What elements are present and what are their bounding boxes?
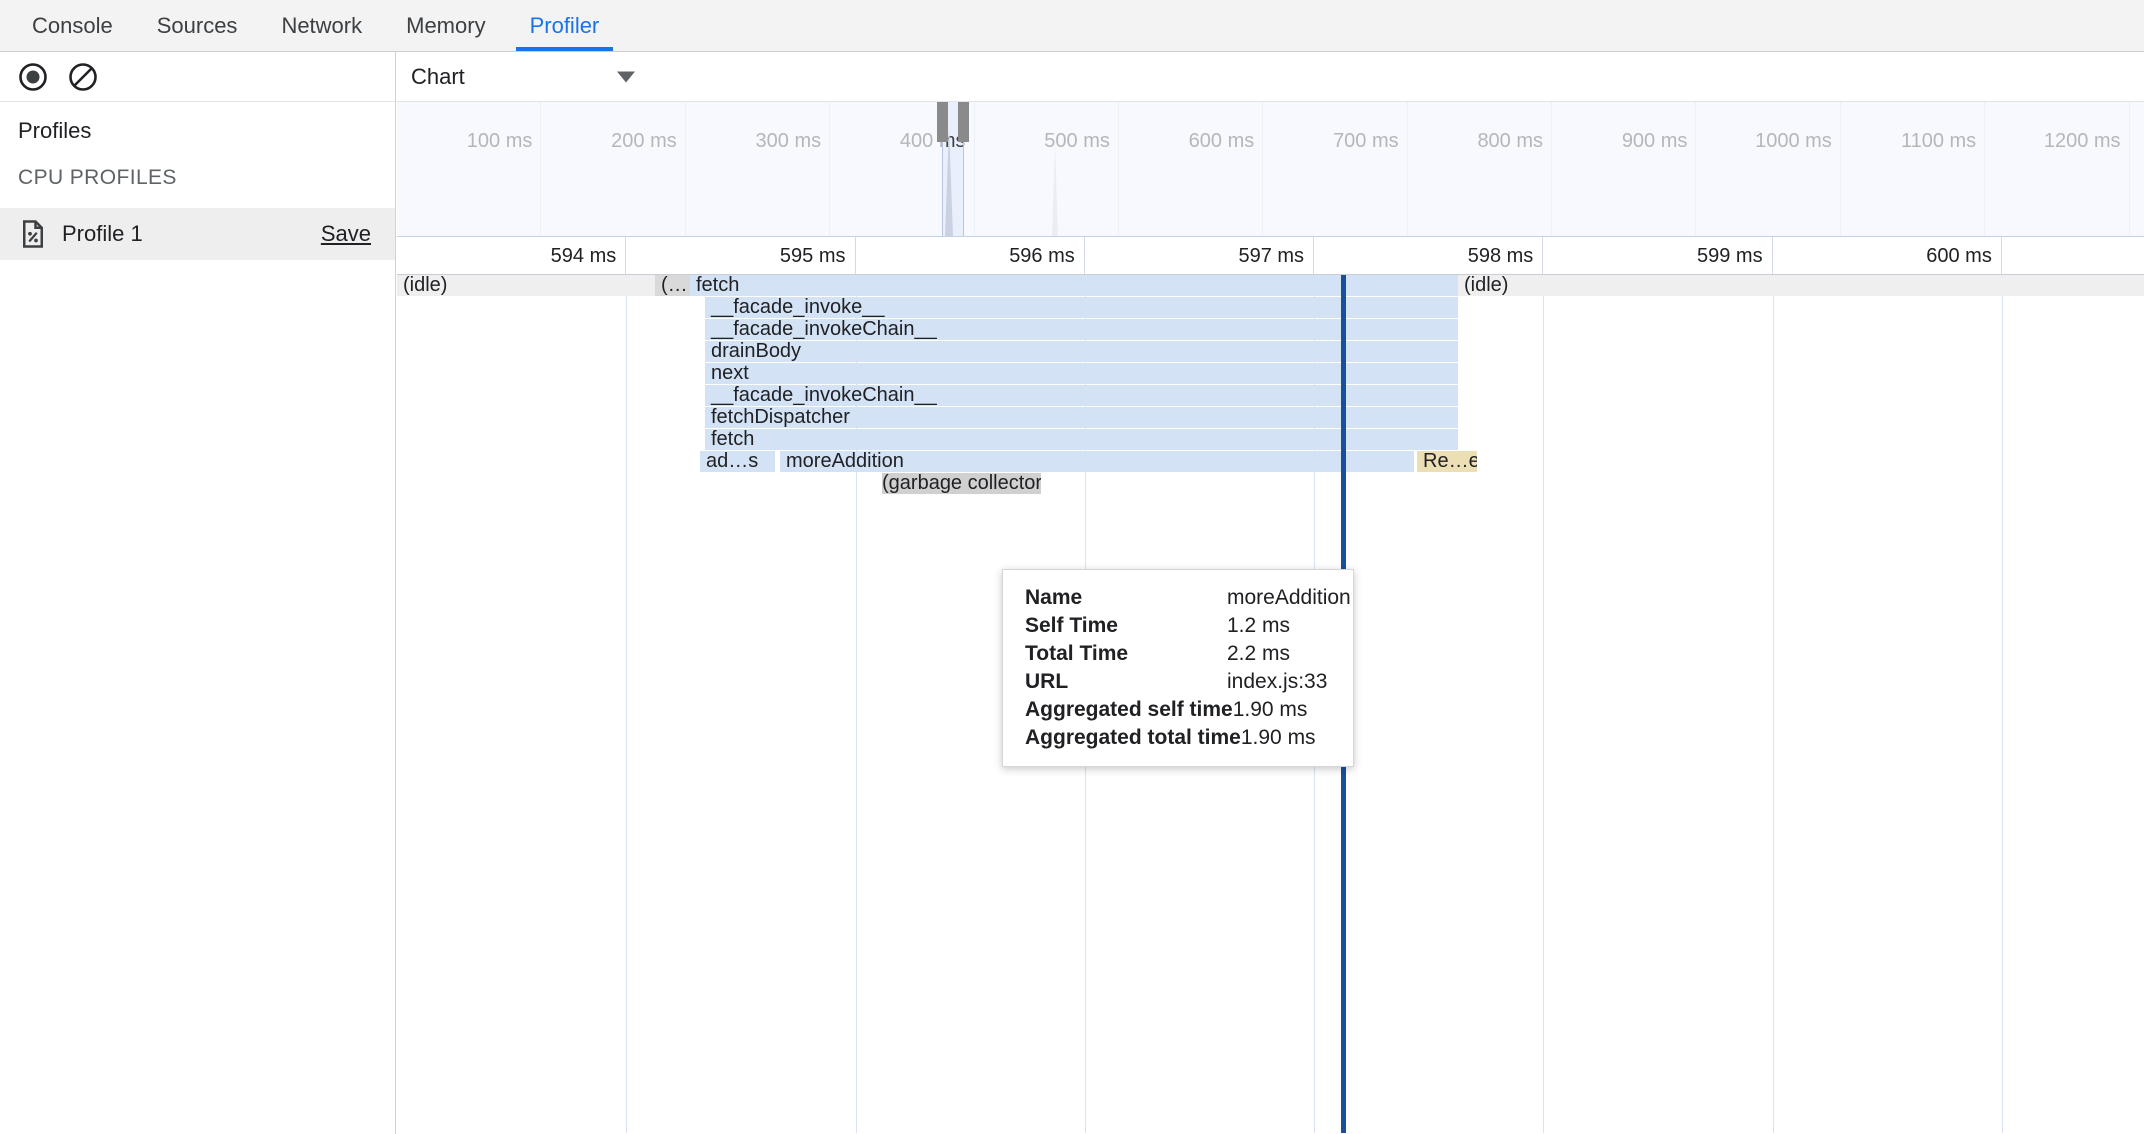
overview-unselected-region <box>963 102 2144 236</box>
tab-label: Console <box>32 12 113 38</box>
tab-console[interactable]: Console <box>10 0 135 51</box>
flame-bar[interactable]: next <box>705 363 1458 384</box>
flame-grid-line <box>1772 275 1774 1133</box>
tooltip-key: Aggregated total time <box>1025 726 1241 749</box>
tooltip-key: Aggregated self time <box>1025 698 1233 721</box>
flame-grid-line <box>855 275 857 1133</box>
flame-bar[interactable]: Re…e <box>1417 451 1477 472</box>
overview-cpu-spike <box>945 126 953 236</box>
frame-tooltip: Name moreAddition Self Time 1.2 ms Total Tim… <box>1002 569 1354 767</box>
flame-chart[interactable]: (idle) (… fetch (idle) __facade_invoke__ __fa… <box>397 275 2144 1133</box>
tab-profiler[interactable]: Profiler <box>508 0 622 51</box>
overview-unselected-region <box>397 102 942 236</box>
flame-bar[interactable]: __facade_invokeChain__ <box>705 319 1458 340</box>
sidebar-title: Profiles <box>18 118 92 143</box>
flame-bar[interactable]: fetch <box>690 275 1458 296</box>
flame-bar[interactable]: ad…s <box>700 451 775 472</box>
profiles-sidebar: Profiles CPU PROFILES Profile 1 Save <box>0 52 396 1134</box>
ruler-tick: 597 ms <box>397 237 1315 274</box>
tooltip-key: Name <box>1025 586 1083 609</box>
tab-label: Sources <box>156 12 238 38</box>
ruler-tick: 598 ms <box>397 237 1544 274</box>
flame-bar[interactable]: (garbage collector) <box>882 473 1041 494</box>
overview-left-handle[interactable] <box>937 102 948 142</box>
overview-right-handle[interactable] <box>958 102 969 142</box>
save-profile-link[interactable]: Save <box>320 221 371 246</box>
ruler-tick: 601 ms <box>397 237 2144 274</box>
tooltip-key: Self Time <box>1025 614 1118 637</box>
profile-list-item[interactable]: Profile 1 Save <box>0 208 395 260</box>
overview-window-edge <box>963 102 964 236</box>
tooltip-row: Aggregated self time 1.90 ms <box>1025 698 1335 722</box>
tab-sources[interactable]: Sources <box>135 0 260 51</box>
flame-bar[interactable]: (idle) <box>397 275 655 296</box>
profile-name: Profile 1 <box>62 221 143 246</box>
ruler-tick-label: 599 ms <box>1696 245 1763 267</box>
profile-file-icon <box>18 219 48 249</box>
overview-window-edge <box>942 102 943 236</box>
tooltip-key: URL <box>1025 670 1069 693</box>
tooltip-value: moreAddition <box>1227 586 1351 609</box>
flame-bar[interactable]: __facade_invokeChain__ <box>705 385 1458 406</box>
ruler-tick: 596 ms <box>397 237 1085 274</box>
tooltip-row: Aggregated total time 1.90 ms <box>1025 726 1335 750</box>
ruler-tick: 595 ms <box>397 237 856 274</box>
ruler-tick: 600 ms <box>397 237 2002 274</box>
flame-bar[interactable]: fetch <box>705 429 1458 450</box>
tooltip-value: 1.90 ms <box>1240 726 1316 749</box>
ruler-tick-label: 596 ms <box>1009 245 1075 267</box>
tab-label: Network <box>281 12 363 38</box>
ruler-tick-label: 597 ms <box>1238 245 1305 267</box>
tooltip-value: index.js:33 <box>1227 670 1328 693</box>
flame-bar[interactable]: (idle) <box>1458 275 2144 296</box>
flame-grid-line <box>2001 275 2003 1133</box>
sidebar-toolbar <box>0 52 395 102</box>
tooltip-value: 1.2 ms <box>1227 614 1291 637</box>
ruler-tick-label: 594 ms <box>550 245 617 267</box>
view-toolbar: Chart <box>397 52 2144 102</box>
tooltip-row: Self Time 1.2 ms <box>1025 614 1335 638</box>
flame-grid-line <box>1543 275 1545 1133</box>
ruler-tick: 599 ms <box>397 237 1773 274</box>
timeline-ruler: 594 ms 595 ms 596 ms 597 ms 598 ms 599 ms 600 … <box>397 237 2144 275</box>
flame-bar[interactable]: fetchDispatcher <box>705 407 1458 428</box>
ruler-tick: 594 ms <box>397 237 627 274</box>
tooltip-row: URL index.js:33 <box>1025 670 1335 694</box>
record-icon[interactable] <box>16 60 50 94</box>
flame-bar[interactable]: moreAddition <box>780 451 1414 472</box>
ruler-tick-label: 595 ms <box>779 245 846 267</box>
tab-network[interactable]: Network <box>259 0 384 51</box>
view-mode-label: Chart <box>411 63 465 89</box>
chevron-down-icon <box>617 71 635 82</box>
view-mode-select[interactable]: Chart <box>411 60 647 94</box>
tooltip-row: Total Time 2.2 ms <box>1025 642 1335 666</box>
flame-bar[interactable]: __facade_invoke__ <box>705 297 1458 318</box>
tooltip-value: 2.2 ms <box>1227 642 1291 665</box>
clear-icon[interactable] <box>66 60 100 94</box>
ruler-tick-label: 598 ms <box>1467 245 1534 267</box>
tab-label: Memory <box>406 12 486 38</box>
devtools-tabbar: Console Sources Network Memory Profiler <box>0 0 2144 52</box>
cpu-profiles-section-title: CPU PROFILES <box>18 166 177 189</box>
tooltip-row: Name moreAddition <box>1025 586 1351 610</box>
tooltip-key: Total Time <box>1025 642 1129 665</box>
tab-label: Profiler <box>529 12 600 38</box>
ruler-tick-label: 600 ms <box>1926 245 1992 267</box>
tooltip-value: 1.90 ms <box>1232 698 1308 721</box>
flame-bar[interactable]: (… <box>655 275 690 296</box>
flame-grid-line <box>626 275 628 1133</box>
flame-bar[interactable]: drainBody <box>705 341 1458 362</box>
tab-memory[interactable]: Memory <box>384 0 507 51</box>
